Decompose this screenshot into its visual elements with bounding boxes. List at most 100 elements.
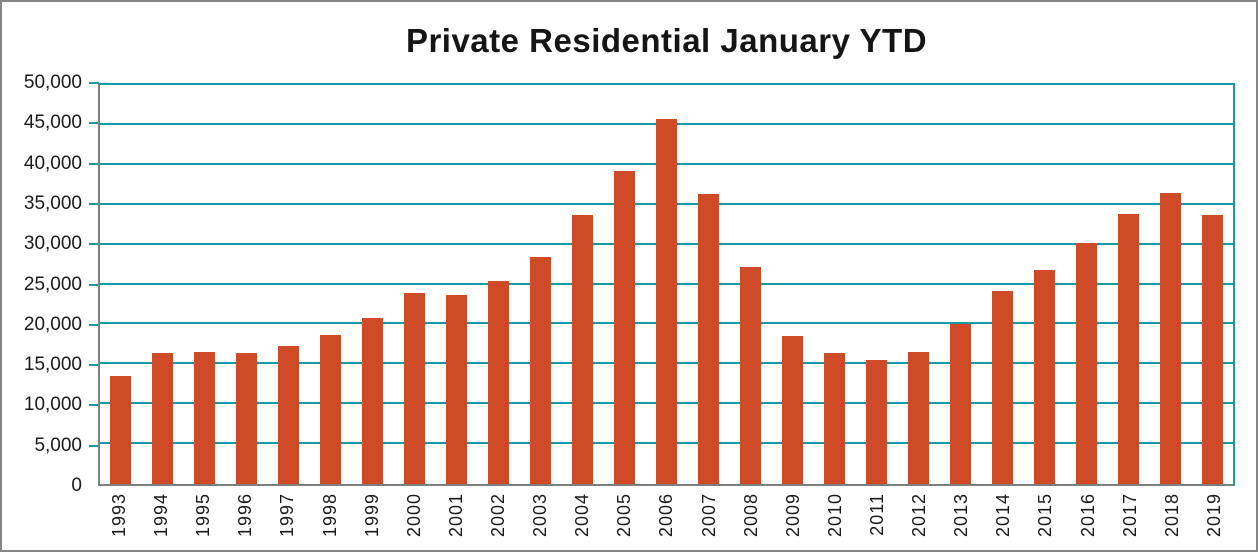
bar-series xyxy=(100,85,1233,484)
bar-2003 xyxy=(530,257,552,484)
bar-slot-2014 xyxy=(981,85,1023,484)
x-axis-label-2009: 2009 xyxy=(782,493,803,538)
bar-slot-2011 xyxy=(855,85,897,484)
x-label-slot-1997: 1997 xyxy=(266,493,308,550)
bar-slot-1994 xyxy=(142,85,184,484)
x-label-slot-2007: 2007 xyxy=(688,493,730,550)
x-label-slot-2013: 2013 xyxy=(940,493,982,550)
bar-1996 xyxy=(236,353,258,484)
x-axis-label-2013: 2013 xyxy=(951,493,972,538)
x-label-slot-2011: 2011 xyxy=(856,493,898,550)
bar-2000 xyxy=(404,293,426,484)
x-axis-label-2008: 2008 xyxy=(740,493,761,538)
y-axis-tick-45000 xyxy=(89,122,99,125)
x-label-slot-1994: 1994 xyxy=(140,493,182,550)
bar-2008 xyxy=(740,266,762,484)
bar-slot-2004 xyxy=(562,85,604,484)
y-axis-label-10000: 10,000 xyxy=(23,394,82,416)
x-axis-label-1994: 1994 xyxy=(151,493,172,538)
x-label-slot-2004: 2004 xyxy=(561,493,603,550)
x-axis-label-1996: 1996 xyxy=(235,493,256,538)
bar-2007 xyxy=(698,193,720,484)
bar-slot-2006 xyxy=(646,85,688,484)
y-axis-tick-50000 xyxy=(89,82,99,84)
bar-2016 xyxy=(1075,243,1097,484)
x-label-slot-2018: 2018 xyxy=(1151,493,1193,550)
bar-slot-2010 xyxy=(813,85,855,484)
x-axis-label-2019: 2019 xyxy=(1203,493,1224,538)
x-label-slot-2014: 2014 xyxy=(982,493,1024,550)
x-label-slot-2015: 2015 xyxy=(1024,493,1066,550)
y-axis-label-50000: 50,000 xyxy=(23,72,82,93)
bar-1997 xyxy=(278,345,300,484)
bar-slot-1998 xyxy=(310,85,352,484)
chart-title: Private Residential January YTD xyxy=(405,22,928,59)
bar-slot-1995 xyxy=(184,85,226,484)
x-axis-label-2006: 2006 xyxy=(656,493,677,538)
bar-slot-1999 xyxy=(352,85,394,484)
x-axis-label-2015: 2015 xyxy=(1035,493,1056,538)
y-axis-label-0: 0 xyxy=(71,475,82,496)
bar-2002 xyxy=(488,280,510,484)
x-axis-label-2016: 2016 xyxy=(1077,493,1098,538)
bar-slot-2005 xyxy=(604,85,646,484)
x-axis-label-2007: 2007 xyxy=(698,493,719,538)
bar-1998 xyxy=(320,334,342,484)
x-axis-label-2002: 2002 xyxy=(488,493,509,538)
y-axis-tick-35000 xyxy=(89,202,99,205)
bar-2009 xyxy=(781,335,803,484)
bar-2015 xyxy=(1033,270,1055,484)
x-label-slot-2005: 2005 xyxy=(603,493,645,550)
y-axis-tick-30000 xyxy=(89,243,99,246)
bar-slot-2012 xyxy=(897,85,939,484)
x-axis-label-2012: 2012 xyxy=(909,493,930,538)
bar-slot-2013 xyxy=(939,85,981,484)
x-axis-label-1999: 1999 xyxy=(361,493,382,538)
bar-2017 xyxy=(1117,214,1139,484)
bar-2012 xyxy=(907,352,929,484)
bar-slot-2018 xyxy=(1149,85,1191,484)
bar-1994 xyxy=(152,353,174,484)
y-axis-label-45000: 45,000 xyxy=(23,112,82,134)
bar-2005 xyxy=(614,171,636,484)
bar-2010 xyxy=(823,353,845,484)
bar-1993 xyxy=(110,376,132,484)
x-axis-label-2003: 2003 xyxy=(530,493,551,538)
bar-slot-2015 xyxy=(1023,85,1065,484)
x-label-slot-2009: 2009 xyxy=(772,493,814,550)
x-axis-label-2014: 2014 xyxy=(993,493,1014,538)
bar-slot-2003 xyxy=(520,85,562,484)
x-label-slot-2019: 2019 xyxy=(1193,493,1235,550)
y-axis-tick-5000 xyxy=(89,444,99,447)
bar-2019 xyxy=(1201,215,1223,484)
x-label-slot-1996: 1996 xyxy=(224,493,266,550)
x-axis-label-2001: 2001 xyxy=(445,493,466,538)
y-axis-label-5000: 5,000 xyxy=(34,434,82,456)
bar-slot-2009 xyxy=(772,85,814,484)
bar-slot-2019 xyxy=(1191,85,1233,484)
bar-slot-1997 xyxy=(268,85,310,484)
x-axis-label-1995: 1995 xyxy=(193,493,214,538)
x-label-slot-2016: 2016 xyxy=(1067,493,1109,550)
y-axis-tick-25000 xyxy=(89,283,99,286)
bar-slot-2000 xyxy=(394,85,436,484)
bar-1995 xyxy=(194,351,216,484)
y-axis-tick-15000 xyxy=(89,364,99,367)
y-axis-label-30000: 30,000 xyxy=(23,233,82,255)
x-axis-label-1993: 1993 xyxy=(109,493,130,538)
x-axis-labels: 1993 1994 1995 1996 1997 1998 1999 2000 2001 2002… xyxy=(98,493,1235,550)
bar-slot-2001 xyxy=(436,85,478,484)
x-axis-label-2011: 2011 xyxy=(867,493,888,536)
bar-slot-2002 xyxy=(478,85,520,484)
y-axis-label-20000: 20,000 xyxy=(23,313,82,335)
y-axis-label-15000: 15,000 xyxy=(23,354,82,376)
x-label-slot-1999: 1999 xyxy=(351,493,393,550)
x-label-slot-2008: 2008 xyxy=(730,493,772,550)
plot-area xyxy=(98,83,1235,486)
bar-2001 xyxy=(446,294,468,484)
bar-slot-1993 xyxy=(100,85,142,484)
x-axis-label-2017: 2017 xyxy=(1119,493,1140,538)
bar-2011 xyxy=(865,359,887,484)
y-axis-tick-10000 xyxy=(89,404,99,407)
